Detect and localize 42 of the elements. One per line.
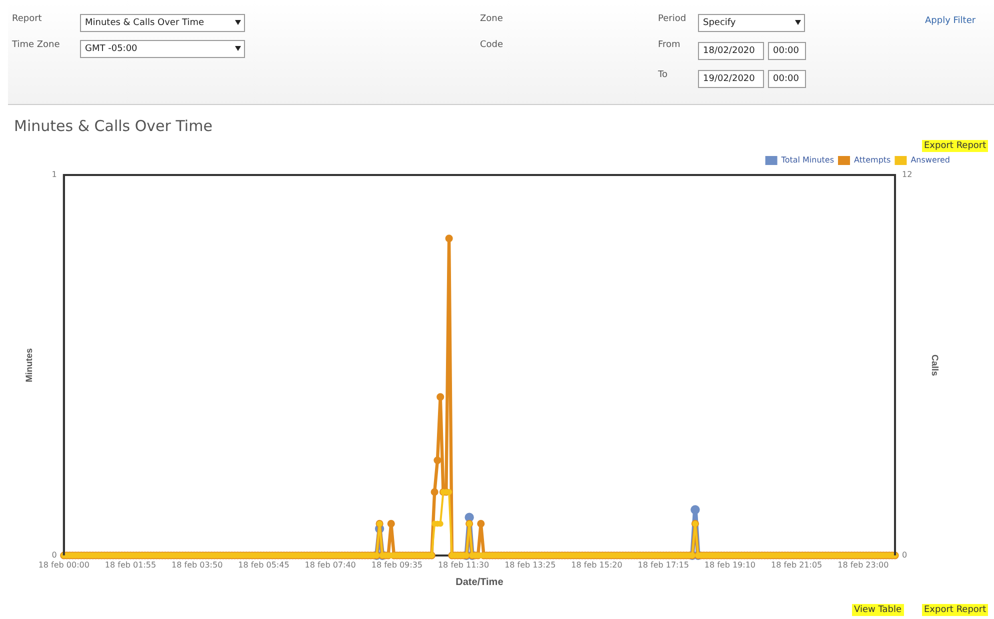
y-axis-title: Minutes	[24, 348, 34, 382]
y2-tick-label: 12	[902, 170, 912, 180]
y-tick-label: 1	[52, 170, 57, 180]
text: From	[658, 40, 680, 50]
x-tick-label: 18 feb 15:20	[571, 560, 622, 570]
text: 00:00	[768, 70, 806, 88]
x-tick-label: 18 feb 11:30	[438, 560, 490, 570]
x-tick-label: 18 feb 23:00	[838, 560, 889, 570]
text: Minutes & Calls Over Time	[80, 14, 245, 32]
y2-axis-title: Calls	[930, 354, 940, 376]
text: Specify	[698, 14, 805, 32]
text: Apply Filter	[925, 16, 976, 26]
x-tick-label: 18 feb 05:45	[238, 560, 290, 570]
text: Zone	[480, 14, 503, 24]
text: 00:00	[768, 42, 806, 60]
text: 19/02/2020	[698, 70, 764, 88]
chart-title: Minutes & Calls Over Time	[14, 117, 212, 135]
text: View Table	[852, 604, 904, 616]
legend-label: Total Minutes	[780, 156, 834, 165]
text: Code	[480, 40, 504, 50]
point	[690, 505, 700, 514]
x-tick-label: 18 feb 07:40	[304, 560, 356, 570]
x-tick-label: 18 feb 03:50	[172, 560, 223, 570]
x-tick-label: 18 feb 19:10	[704, 560, 756, 570]
y2-tick-label: 0	[902, 550, 908, 560]
x-axis-title: Date/Time	[456, 576, 504, 588]
legend-label: Attempts	[854, 156, 891, 165]
text: GMT -05:00	[80, 40, 245, 58]
x-tick-label: 18 feb 21:05	[770, 560, 822, 570]
text: To	[658, 70, 668, 80]
text: Period	[658, 14, 686, 24]
text: Export Report	[922, 604, 988, 616]
x-tick-label: 18 feb 13:25	[504, 560, 556, 570]
text: Export Report	[922, 140, 988, 152]
x-tick-label: 18 feb 17:15	[638, 560, 689, 570]
legend-label: Answered	[910, 156, 950, 165]
x-tick-label: 18 feb 01:55	[104, 560, 156, 570]
text: 18/02/2020	[698, 42, 764, 60]
x-tick-label: 18 feb 00:00	[38, 560, 90, 570]
text: Report	[12, 14, 42, 24]
x-tick-label: 18 feb 09:35	[371, 560, 422, 570]
text: Time Zone	[12, 40, 60, 50]
